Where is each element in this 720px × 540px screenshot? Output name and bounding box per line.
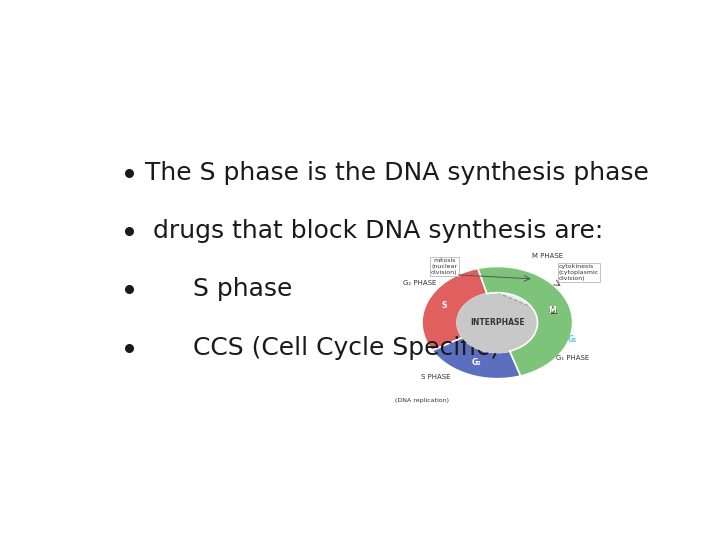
Text: mitosis
(nuclear
division): mitosis (nuclear division) — [431, 258, 458, 275]
Text: S: S — [441, 301, 447, 310]
Text: G₂: G₂ — [472, 358, 482, 367]
Text: cytokinesis
(cytoplasmic
division): cytokinesis (cytoplasmic division) — [559, 265, 599, 281]
Wedge shape — [432, 338, 521, 379]
Wedge shape — [422, 268, 487, 350]
Text: drugs that block DNA synthesis are:: drugs that block DNA synthesis are: — [145, 219, 603, 243]
Wedge shape — [478, 266, 572, 376]
Text: G₁: G₁ — [568, 335, 577, 344]
Text: (DNA replication): (DNA replication) — [395, 399, 449, 403]
Text: INTERPHASE: INTERPHASE — [470, 318, 525, 327]
Text: M: M — [549, 306, 557, 314]
Text: The S phase is the DNA synthesis phase: The S phase is the DNA synthesis phase — [145, 161, 649, 185]
Text: G₂ PHASE: G₂ PHASE — [402, 280, 436, 286]
Circle shape — [457, 293, 538, 353]
Text: S PHASE: S PHASE — [421, 374, 451, 380]
Text: G₁: G₁ — [549, 307, 558, 316]
Text: M PHASE: M PHASE — [532, 253, 563, 259]
Wedge shape — [478, 266, 572, 377]
Text: CCS (Cell Cycle Specific): CCS (Cell Cycle Specific) — [145, 335, 499, 360]
Text: G₁ PHASE: G₁ PHASE — [556, 355, 589, 361]
Text: S phase: S phase — [145, 278, 292, 301]
Polygon shape — [498, 271, 559, 319]
